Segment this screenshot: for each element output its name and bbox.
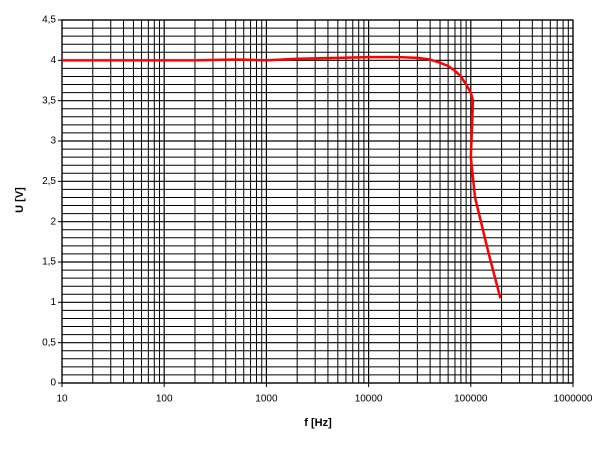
y-tick-label: 0 [50, 378, 56, 389]
y-axis-label: U [V] [14, 187, 26, 213]
data-line [62, 55, 502, 299]
x-tick-label: 10000 [355, 394, 383, 405]
y-tick-label: 0,5 [42, 337, 56, 348]
x-axis-label: f [Hz] [304, 417, 332, 429]
y-tick-label: 2 [50, 216, 56, 227]
x-tick-label: 10 [56, 394, 68, 405]
x-tick-label: 1000 [255, 394, 278, 405]
y-tick-label: 1,5 [42, 257, 56, 268]
x-tick-label: 100000 [454, 394, 488, 405]
x-tick-label: 100 [156, 394, 173, 405]
y-tick-label: 3,5 [42, 95, 56, 106]
y-tick-label: 2,5 [42, 176, 56, 187]
y-tick-label: 3 [50, 136, 56, 147]
x-tick-label: 1000000 [554, 394, 593, 405]
y-tick-label: 1 [50, 297, 56, 308]
plot-frame [61, 19, 574, 384]
y-tick-label: 4 [50, 55, 56, 66]
y-tick-label: 4,5 [42, 15, 56, 26]
